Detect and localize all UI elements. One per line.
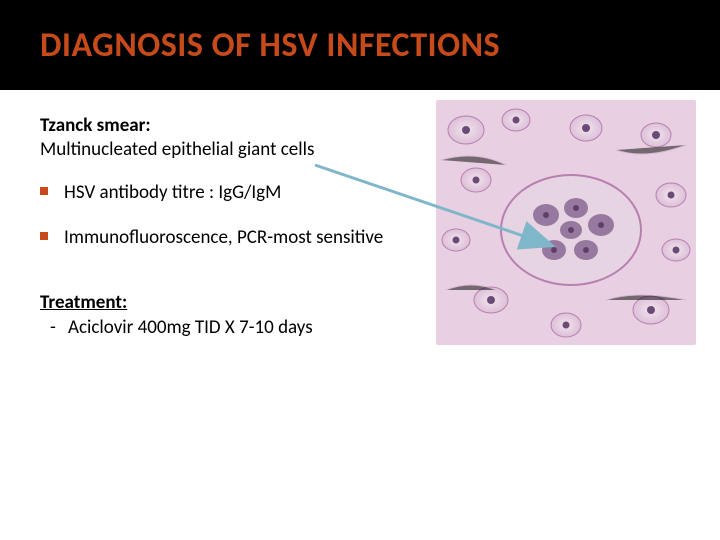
bullet-text: Immunofluoroscence, PCR-most sensitive [64, 226, 383, 249]
bullet-marker-icon [40, 232, 48, 240]
dash-icon: - [50, 316, 68, 339]
histology-svg [436, 100, 696, 345]
treatment-text: Aciclovir 400mg TID X 7-10 days [68, 316, 313, 339]
slide-title: DIAGNOSIS OF HSV INFECTIONS [40, 25, 500, 66]
bullet-text: HSV antibody titre : IgG/IgM [64, 181, 281, 204]
bullet-item: HSV antibody titre : IgG/IgM [40, 180, 400, 206]
bullet-marker-icon [40, 187, 48, 195]
bullet-item: Immunofluoroscence, PCR-most sensitive [40, 225, 400, 251]
title-bar: DIAGNOSIS OF HSV INFECTIONS [0, 0, 720, 90]
treatment-heading: Treatment: [40, 291, 127, 314]
histology-image [436, 100, 696, 345]
